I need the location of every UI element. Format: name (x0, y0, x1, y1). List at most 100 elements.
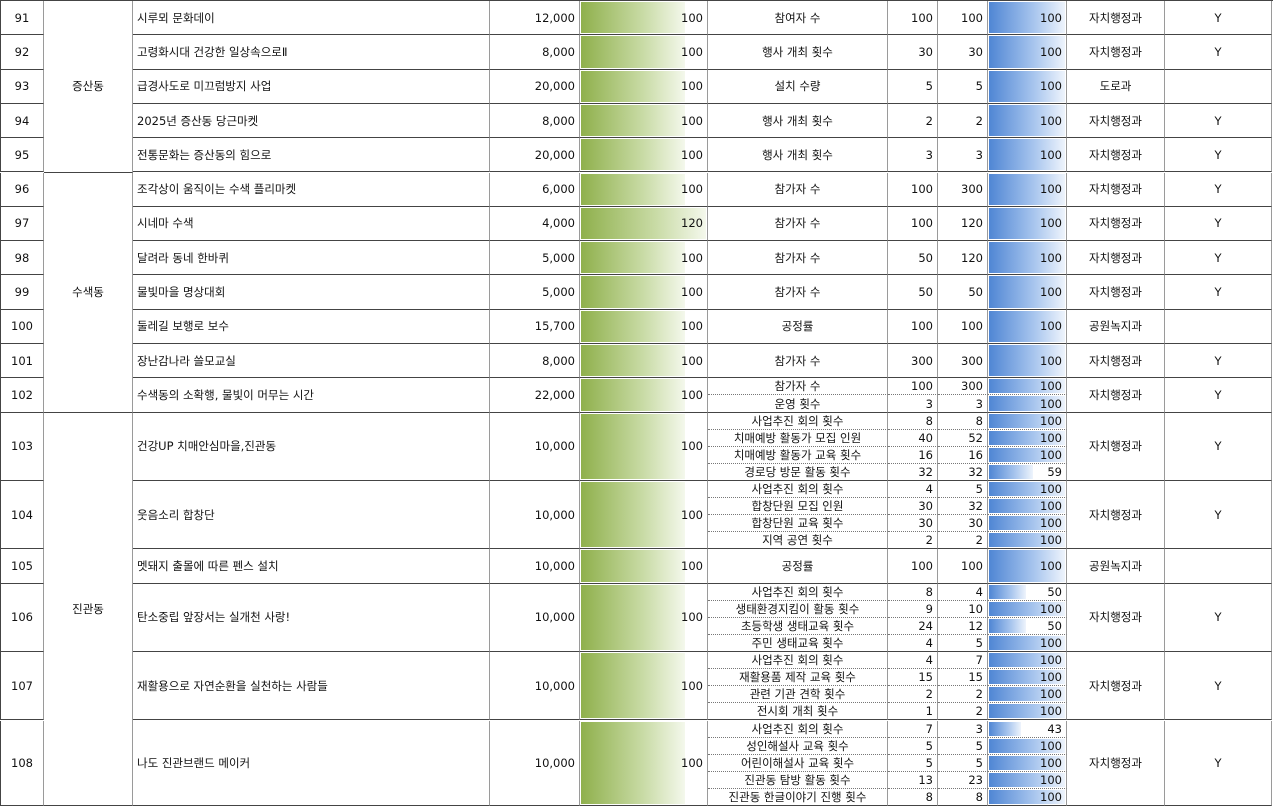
progress-bar-label: 100 (681, 439, 703, 454)
rate-bar (989, 310, 1065, 342)
project-name: 건강UP 치매안심마을,진관동 (133, 412, 490, 481)
rate-bar (989, 653, 1065, 668)
rate-bar-label: 100 (1040, 704, 1062, 719)
progress-bar-label: 100 (681, 182, 703, 197)
department: 공원녹지과 (1067, 309, 1165, 344)
rate-bar-cell: 100 (988, 788, 1067, 806)
rate-bar (989, 430, 1065, 445)
actual: 12 (938, 617, 988, 635)
rate-bar-cell: 43 (988, 720, 1067, 738)
department: 자치행정과 (1067, 344, 1165, 379)
rate-bar (989, 601, 1065, 616)
row-number: 98 (0, 241, 44, 276)
indicator-name: 치매예방 활동가 모집 인원 (708, 429, 888, 447)
rate-bar-cell: 100 (988, 771, 1067, 789)
progress-bar (581, 2, 685, 34)
rate-bar-label: 100 (1040, 10, 1062, 25)
progress-bar (581, 721, 685, 804)
department: 공원녹지과 (1067, 549, 1165, 584)
department: 자치행정과 (1067, 378, 1165, 413)
budget: 10,000 (490, 652, 580, 721)
indicator-name: 성인해설사 교육 횟수 (708, 737, 888, 755)
progress-bar-label: 100 (681, 79, 703, 94)
rate-bar-cell: 100 (988, 378, 1067, 396)
budget: 10,000 (490, 549, 580, 584)
rate-bar (989, 242, 1065, 274)
project-name: 물빛마을 명상대회 (133, 275, 490, 310)
progress-bar (581, 550, 685, 582)
indicator-name: 공정률 (708, 549, 888, 584)
budget: 8,000 (490, 103, 580, 139)
flag (1165, 69, 1272, 104)
flag: Y (1165, 35, 1272, 70)
indicator-name: 진관동 한글이야기 진행 횟수 (708, 788, 888, 806)
rate-bar-cell: 100 (988, 754, 1067, 772)
rate-bar (989, 464, 1034, 479)
project-name: 멧돼지 출몰에 따른 펜스 설치 (133, 549, 490, 584)
rate-bar-label: 100 (1040, 559, 1062, 574)
rate-bar-label: 100 (1040, 447, 1062, 462)
progress-bar-label: 100 (681, 113, 703, 128)
indicator-name: 지역 공연 횟수 (708, 532, 888, 550)
rate-bar-cell: 100 (988, 69, 1067, 104)
project-name: 전통문화는 증산동의 힘으로 (133, 138, 490, 173)
department: 자치행정과 (1067, 35, 1165, 70)
flag: Y (1165, 720, 1272, 806)
progress-bar (581, 310, 685, 342)
rate-bar-label: 100 (1040, 413, 1062, 428)
rate-bar-cell: 100 (988, 737, 1067, 755)
target: 32 (888, 463, 938, 481)
actual: 300 (938, 344, 988, 379)
target: 2 (888, 686, 938, 704)
target: 3 (888, 138, 938, 173)
rate-bar-cell: 100 (988, 275, 1067, 310)
rate-bar-cell: 100 (988, 429, 1067, 447)
progress-bar-label: 100 (681, 387, 703, 402)
budget: 10,000 (490, 583, 580, 653)
flag: Y (1165, 206, 1272, 242)
department: 자치행정과 (1067, 481, 1165, 550)
budget: 12,000 (490, 1, 580, 36)
flag: Y (1165, 412, 1272, 481)
target: 15 (888, 669, 938, 687)
department: 자치행정과 (1067, 206, 1165, 242)
progress-bar (581, 379, 685, 411)
project-name: 2025년 증산동 당근마켓 (133, 103, 490, 139)
actual: 5 (938, 635, 988, 653)
row-number: 106 (0, 583, 44, 653)
progress-bar-cell: 100 (580, 35, 708, 70)
indicator-name: 행사 개최 횟수 (708, 35, 888, 70)
project-name: 시네마 수색 (133, 206, 490, 242)
progress-bar (581, 584, 685, 651)
actual: 32 (938, 463, 988, 481)
target: 3 (888, 395, 938, 413)
rate-bar-label: 50 (1047, 618, 1062, 633)
rate-bar-cell: 100 (988, 172, 1067, 207)
rate-bar-cell: 100 (988, 652, 1067, 670)
target: 4 (888, 481, 938, 499)
target: 100 (888, 1, 938, 36)
rate-bar-cell: 100 (988, 138, 1067, 173)
rate-bar (989, 276, 1065, 308)
budget: 6,000 (490, 172, 580, 207)
rate-bar-cell: 50 (988, 617, 1067, 635)
flag: Y (1165, 583, 1272, 653)
rate-bar (989, 533, 1065, 548)
rate-bar (989, 636, 1065, 651)
rate-bar-label: 100 (1040, 79, 1062, 94)
rate-bar-cell: 100 (988, 103, 1067, 139)
flag: Y (1165, 1, 1272, 36)
rate-bar-label: 100 (1040, 113, 1062, 128)
rate-bar (989, 2, 1065, 34)
rate-bar-label: 50 (1047, 584, 1062, 599)
flag: Y (1165, 172, 1272, 207)
target: 100 (888, 309, 938, 344)
progress-bar (581, 104, 685, 137)
actual: 2 (938, 532, 988, 550)
rate-bar (989, 584, 1026, 599)
actual: 2 (938, 703, 988, 721)
row-number: 100 (0, 309, 44, 344)
progress-bar-label: 100 (681, 285, 703, 300)
indicator-name: 사업추진 회의 횟수 (708, 583, 888, 601)
progress-bar-cell: 100 (580, 720, 708, 806)
